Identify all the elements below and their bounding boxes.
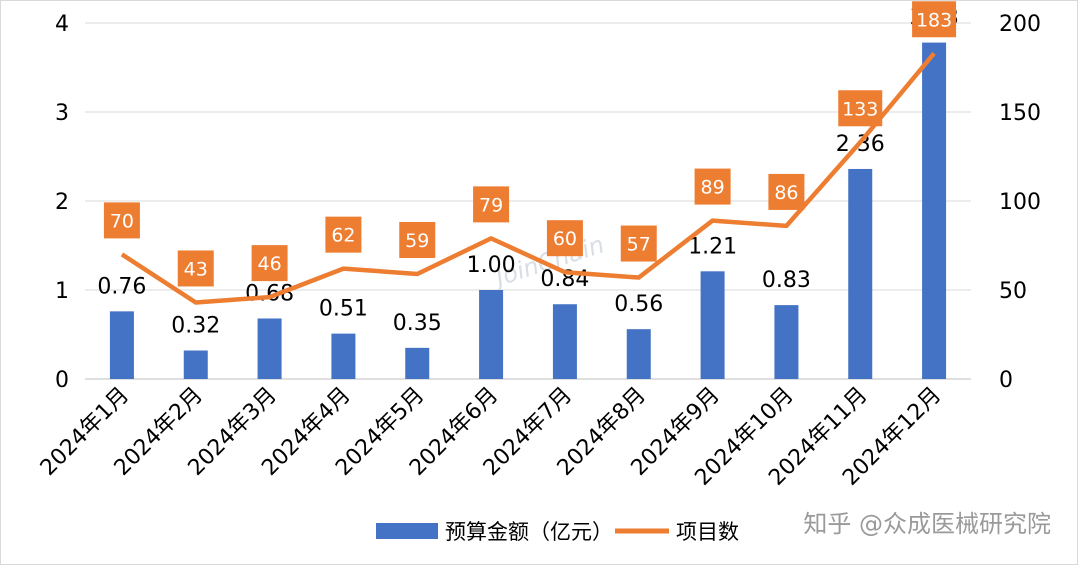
- line-label-box: [473, 186, 510, 223]
- line-data-label: 46: [257, 253, 281, 275]
- gridlines: [85, 22, 971, 380]
- line-label-box: [838, 90, 883, 127]
- left-tick-label: 1: [55, 279, 69, 304]
- line-label-box: [546, 220, 583, 257]
- bar: [774, 305, 799, 379]
- watermark: 知乎 @众成医械研究院: [803, 510, 1051, 538]
- bar-data-label: 0.83: [762, 268, 811, 293]
- line-label-box: [694, 168, 731, 205]
- line-label-box: [399, 221, 436, 258]
- legend-line-label: 项目数: [676, 520, 739, 544]
- line-label-box: [620, 225, 657, 262]
- left-tick-label: 0: [55, 368, 69, 393]
- bar-data-label: 0.68: [245, 281, 294, 306]
- line-label-box: [768, 173, 805, 210]
- line-data-label: 60: [553, 228, 577, 250]
- bar-data-label: 1.00: [467, 253, 516, 278]
- line-label-box: [177, 250, 214, 287]
- legend-bar-swatch: [376, 523, 438, 539]
- left-tick-label: 4: [55, 12, 69, 37]
- legend: 预算金额（亿元） 项目数: [376, 520, 739, 544]
- line-data-label: 86: [774, 182, 798, 204]
- line-series: [120, 51, 936, 305]
- bar: [552, 304, 577, 379]
- bar-series: [109, 42, 947, 379]
- bar: [183, 350, 208, 379]
- bar: [700, 271, 725, 379]
- bar: [405, 347, 430, 379]
- line-data-label: 183: [916, 9, 952, 31]
- line-label-box: [251, 245, 288, 282]
- left-axis-ticks: 0 1 2 3 4: [55, 12, 69, 393]
- line-data-label: 133: [842, 98, 878, 120]
- right-tick-label: 200: [999, 12, 1041, 37]
- line-data-label: 57: [627, 234, 651, 256]
- bar: [479, 290, 504, 379]
- line-data-label: 89: [700, 177, 724, 199]
- line-label-box: [912, 1, 957, 38]
- right-tick-label: 50: [999, 279, 1027, 304]
- bar: [257, 318, 282, 379]
- right-tick-label: 150: [999, 101, 1041, 126]
- left-tick-label: 3: [55, 101, 69, 126]
- bar: [109, 311, 134, 379]
- bar-data-label: 0.35: [393, 311, 442, 336]
- line-data-label: 43: [184, 258, 208, 280]
- right-axis-ticks: 0 50 100 150 200: [999, 12, 1041, 393]
- legend-bar-label: 预算金额（亿元）: [445, 520, 613, 544]
- right-tick-label: 0: [999, 368, 1013, 393]
- bar-data-label: 0.32: [171, 314, 220, 339]
- bar: [848, 168, 873, 379]
- line-label-box: [325, 216, 362, 253]
- bar: [331, 333, 356, 379]
- bar: [922, 42, 947, 379]
- bar-data-label: 1.21: [688, 234, 737, 259]
- bar-data-label: 0.51: [319, 297, 368, 322]
- bar: [626, 329, 651, 379]
- line-data-label: 79: [479, 194, 503, 216]
- line-data-label: 59: [405, 230, 429, 252]
- line-data-label: 70: [110, 210, 134, 232]
- bar-data-label: 0.76: [97, 274, 146, 299]
- right-tick-label: 100: [999, 190, 1041, 215]
- line-data-label: 62: [331, 225, 355, 247]
- line-path: [120, 51, 936, 305]
- line-label-box: [103, 202, 140, 239]
- left-tick-label: 2: [55, 190, 69, 215]
- bar-data-label: 0.56: [614, 292, 663, 317]
- bar-data-labels: 0.760.320.680.510.351.000.840.561.210.83…: [97, 6, 958, 339]
- category-axis-labels: 2024年1月2024年2月2024年3月2024年4月2024年5月2024年…: [36, 383, 946, 491]
- line-data-labels: 70 43 46 62 59 79 60 57 89 86 133 183: [103, 1, 957, 287]
